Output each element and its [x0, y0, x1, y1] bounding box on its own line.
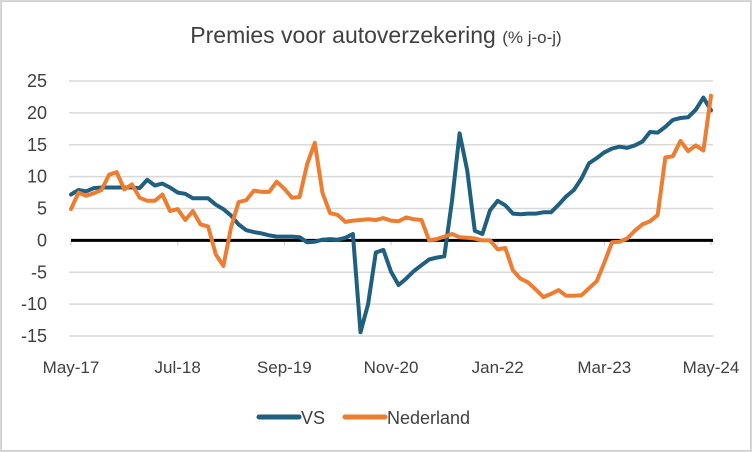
- x-tick-label: Nov-20: [364, 358, 419, 377]
- chart-title-suffix: (% j-o-j): [502, 28, 562, 47]
- y-tick-label: 25: [27, 71, 47, 91]
- chart-title: Premies voor autoverzekering (% j-o-j): [0, 22, 752, 49]
- x-tick-label: May-24: [683, 358, 740, 377]
- y-tick-label: 5: [37, 199, 47, 219]
- series-group: [69, 93, 713, 335]
- x-tick-label: Mar-23: [577, 358, 631, 377]
- legend: VS Nederland: [256, 408, 470, 428]
- y-tick-label: 0: [37, 230, 47, 250]
- x-tick-label: Jul-18: [155, 358, 201, 377]
- legend-label-vs: VS: [301, 408, 325, 428]
- y-tick-label: 15: [27, 135, 47, 155]
- y-tick-label: -5: [31, 262, 47, 282]
- x-tick-label: May-17: [43, 358, 100, 377]
- series-line-nederland: [69, 93, 713, 300]
- y-axis: 25 20 15 10 5 0 -5 -10 -15: [21, 71, 47, 346]
- y-tick-label: -10: [21, 294, 47, 314]
- x-tick-label: Jan-22: [472, 358, 524, 377]
- series-line-vs: [69, 95, 713, 335]
- chart-title-main: Premies voor autoverzekering: [190, 22, 496, 48]
- gridlines: [69, 80, 713, 337]
- x-axis: May-17 Jul-18 Sep-19 Nov-20 Jan-22 Mar-23 May-…: [43, 240, 740, 377]
- y-tick-label: 20: [27, 103, 47, 123]
- y-tick-label: -15: [21, 326, 47, 346]
- x-tick-label: Sep-19: [257, 358, 312, 377]
- y-tick-label: 10: [27, 167, 47, 187]
- legend-label-nederland: Nederland: [387, 408, 470, 428]
